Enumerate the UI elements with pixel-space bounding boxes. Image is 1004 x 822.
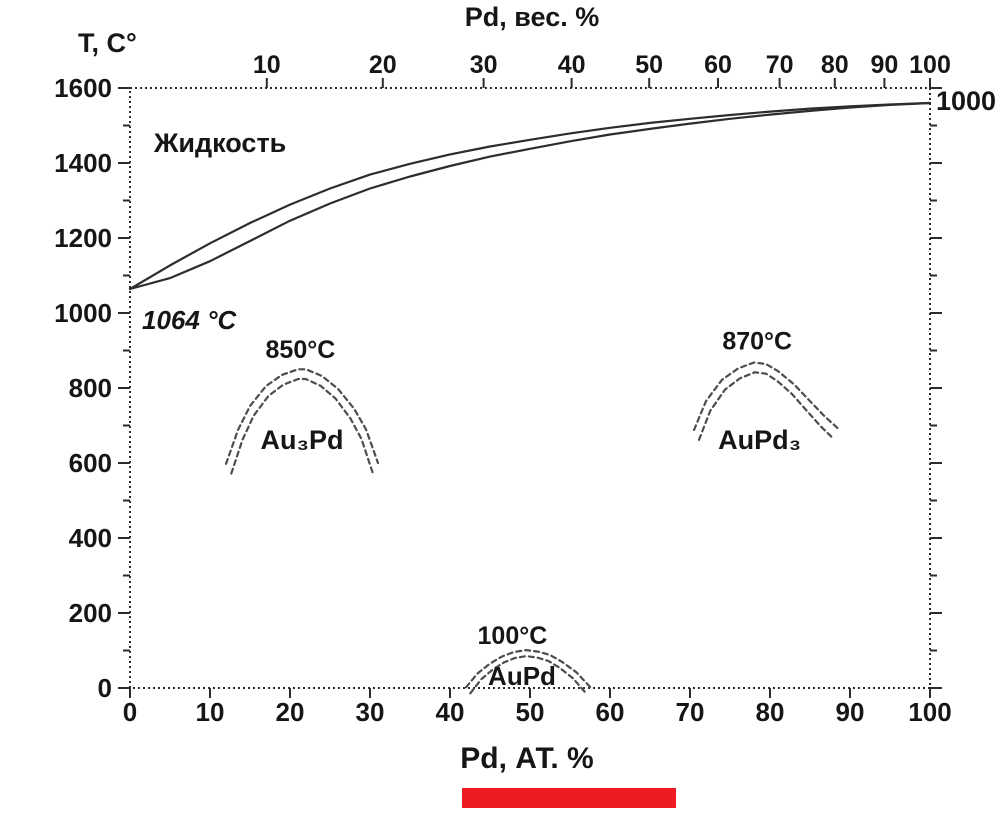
annotation-aupd-name: AuPd — [488, 661, 556, 691]
x-tick-label: 60 — [596, 697, 625, 727]
top-tick-label: 60 — [704, 51, 732, 79]
x-tick-label: 50 — [516, 697, 545, 727]
annotation-liquid-region: Жидкость — [153, 128, 286, 158]
annotation-au-melting-point: 1064 °C — [142, 305, 237, 335]
red-highlight-bar — [462, 788, 676, 808]
top-tick-label: 100 — [909, 51, 951, 79]
series-AuPd3-dome — [692, 361, 840, 432]
y-tick-label: 400 — [69, 523, 112, 553]
top-tick-label: 80 — [821, 51, 849, 79]
top-tick-label: 30 — [470, 51, 498, 79]
top-tick-label: 20 — [369, 51, 397, 79]
series-solidus — [128, 101, 932, 291]
y-tick-label: 1600 — [54, 73, 112, 103]
x-tick-label: 10 — [196, 697, 225, 727]
plot-frame — [129, 87, 931, 689]
series-AuPd-dome — [464, 649, 592, 689]
series-liquidus — [128, 101, 932, 291]
series-Au3Pd-dome — [224, 368, 380, 465]
x-tick-label: 30 — [356, 697, 385, 727]
annotation-aupd3-name: AuPd₃ — [718, 425, 801, 455]
annotation-aupd-temp: 100°C — [478, 622, 548, 650]
x-tick-label: 0 — [123, 697, 137, 727]
y-tick-label: 800 — [69, 373, 112, 403]
top-tick-label: 90 — [870, 51, 898, 79]
top-tick-label: 40 — [558, 51, 586, 79]
annotation-au3pd-name: Au₃Pd — [261, 425, 344, 455]
series-Au3Pd-dome-inner — [230, 377, 374, 475]
annotation-aupd3-temp: 870°C — [722, 327, 792, 355]
y-tick-label: 1000 — [54, 298, 112, 328]
x-tick-label: 90 — [836, 697, 865, 727]
series-AuPd3-dome-inner — [697, 371, 835, 441]
y-tick-label: 1400 — [54, 148, 112, 178]
right-edge-label: 1000 — [936, 86, 997, 116]
top-axis-title: Pd, вес. % — [464, 2, 600, 32]
annotation-au3pd-temp: 850°C — [266, 336, 336, 364]
top-tick-label: 10 — [253, 51, 281, 79]
x-tick-label: 40 — [436, 697, 465, 727]
x-tick-label: 20 — [276, 697, 305, 727]
x-tick-label: 80 — [756, 697, 785, 727]
y-tick-label: 0 — [98, 673, 112, 703]
bottom-axis-title: Pd, АТ. % — [460, 742, 594, 775]
series-AuPd-dome-inner — [469, 654, 587, 695]
x-tick-label: 100 — [908, 697, 951, 727]
x-tick-label: 70 — [676, 697, 705, 727]
y-tick-label: 200 — [69, 598, 112, 628]
y-axis-title: T, C° — [78, 28, 137, 58]
top-tick-label: 50 — [635, 51, 663, 79]
y-tick-label: 1200 — [54, 223, 112, 253]
y-tick-label: 600 — [69, 448, 112, 478]
top-tick-label: 70 — [766, 51, 794, 79]
